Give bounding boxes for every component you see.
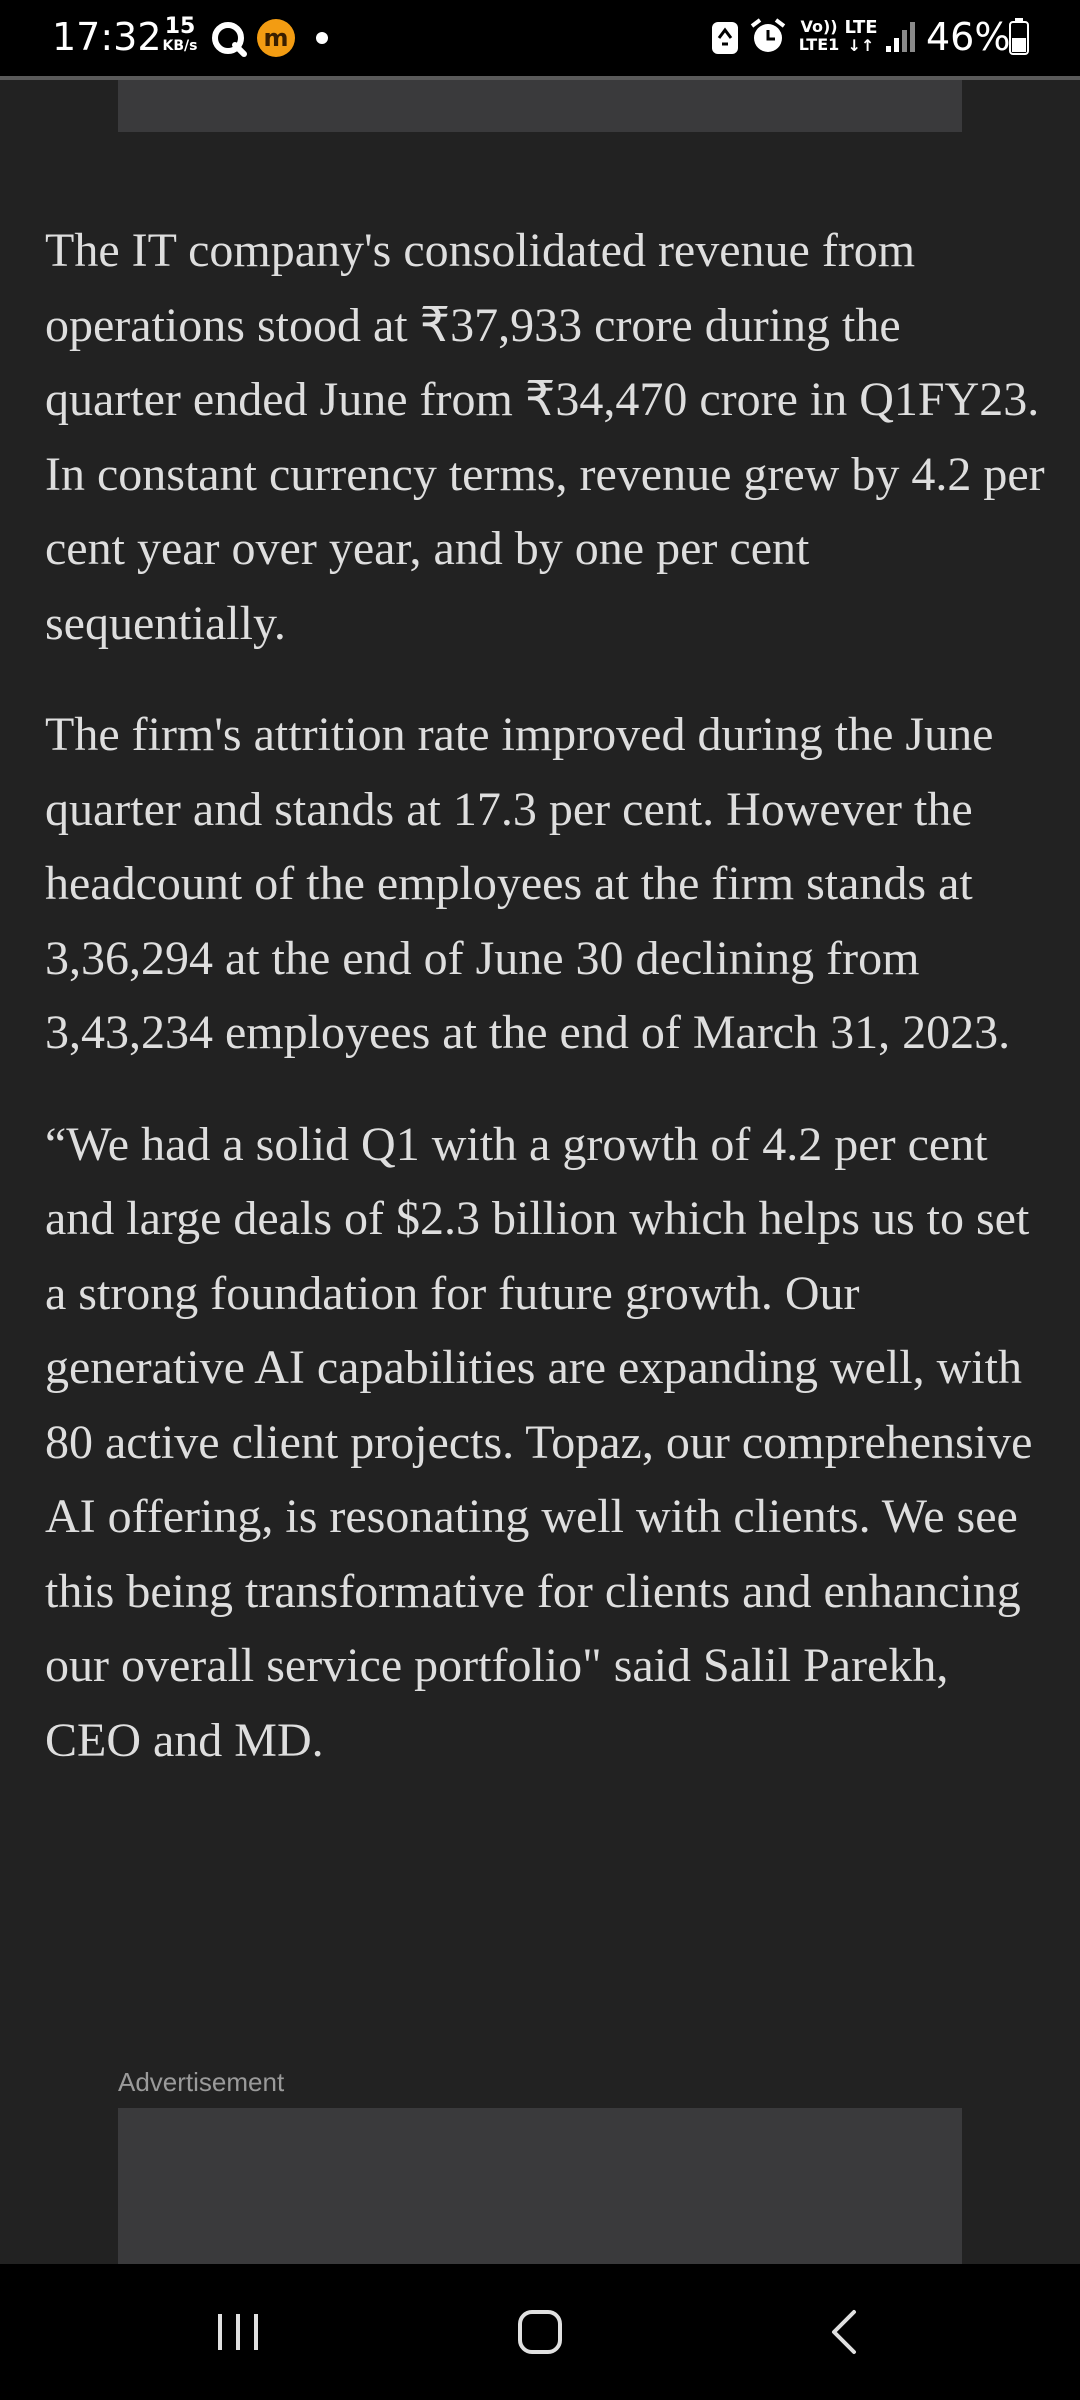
article-paragraph-revenue: The IT company's consolidated revenue fr… [45,224,1045,650]
network-speed-unit: KB/s [162,38,198,54]
article-paragraph-attrition: The firm's attrition rate improved durin… [45,708,1011,1059]
home-button[interactable] [460,2264,620,2400]
recent-apps-button[interactable] [158,2264,318,2400]
navigation-bar [0,2264,1080,2400]
m-app-icon: m [256,18,296,62]
article-paragraph-ceo-quote: “We had a solid Q1 with a growth of 4.2 … [45,1117,1033,1767]
status-divider [0,76,1080,80]
notification-dot [316,32,328,44]
network-speed-value: 15 [164,14,196,39]
back-icon [832,2310,856,2354]
home-icon [518,2310,562,2354]
ad-placeholder-top[interactable] [118,80,962,132]
lte-label: LTE [844,17,878,38]
svg-text:m: m [263,24,288,52]
recent-apps-icon [218,2314,258,2350]
recycle-icon [710,16,740,60]
volte-sim-label: LTE1 [798,35,840,54]
signal-icon [884,18,918,58]
status-time: 17:32 [52,15,162,59]
alarm-icon [748,16,788,60]
volte-icon: Vo)) LTE1 [796,18,842,54]
q-icon [210,20,248,62]
ad-placeholder-bottom[interactable] [118,2108,962,2264]
volte-label: Vo)) [800,17,838,36]
status-bar: 17:32 15 KB/s m Vo)) LTE1 LTE ↓ [0,0,1080,76]
network-speed: 15 KB/s [158,14,202,55]
back-button[interactable] [764,2264,924,2400]
lte-arrows-icon: LTE ↓↑ [842,18,880,54]
article-body: The IT company's consolidated revenue fr… [45,214,1045,1815]
advertisement-label: Advertisement [118,2067,285,2097]
battery-percentage: 46% [926,15,1011,59]
battery-icon [1008,16,1030,60]
